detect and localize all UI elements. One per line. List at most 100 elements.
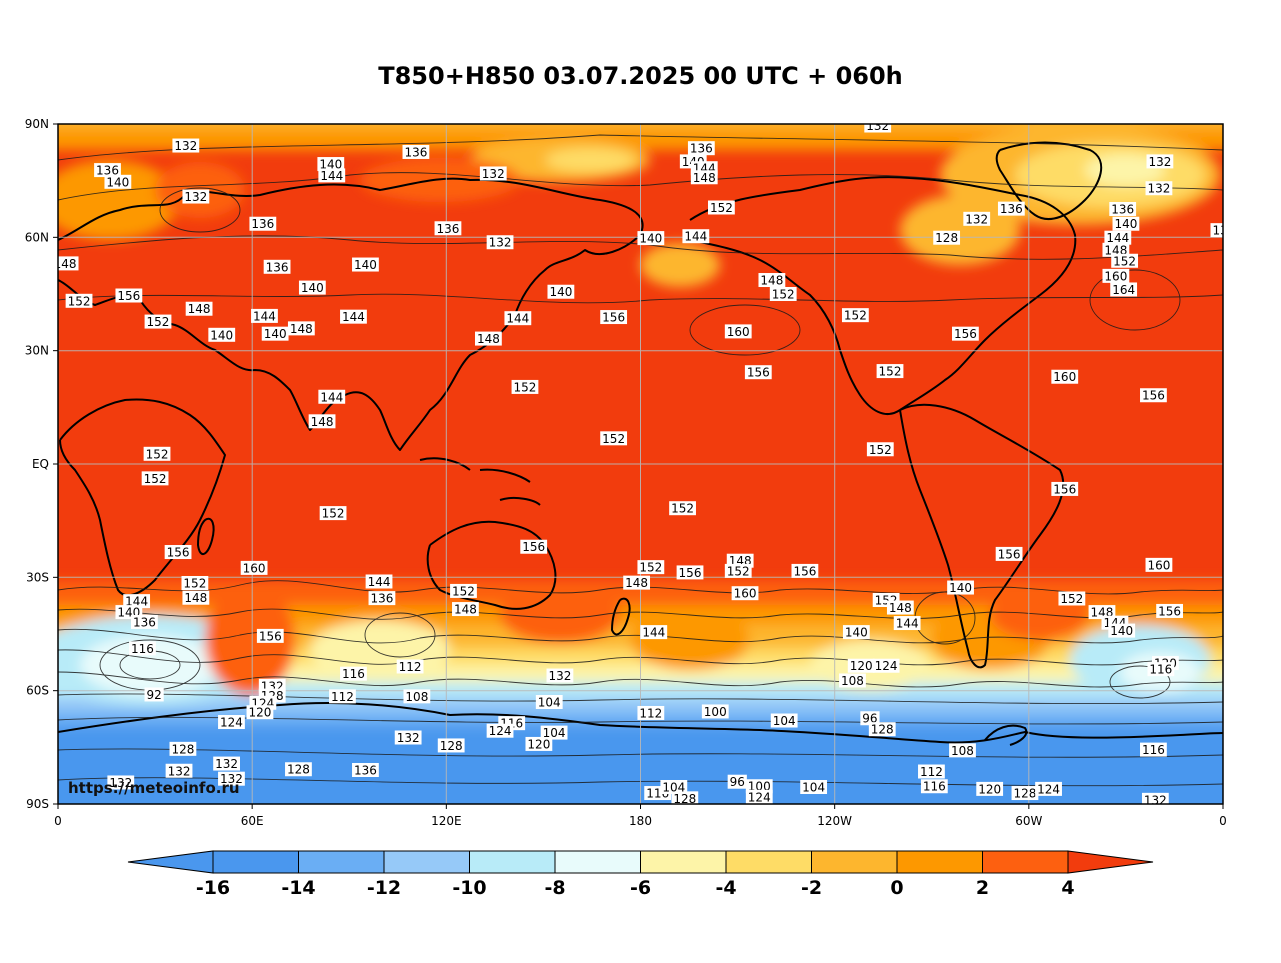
lon-tick-label: 0 bbox=[54, 814, 62, 828]
contour-label-text: 156 bbox=[117, 289, 140, 303]
contour-label-text: 116 bbox=[1142, 743, 1165, 757]
contour-label: 148 bbox=[475, 331, 502, 346]
contour-label: 148 bbox=[690, 170, 718, 185]
contour-label-text: 132 bbox=[168, 764, 191, 778]
lon-tick-label: 120W bbox=[817, 814, 852, 828]
contour-label-text: 140 bbox=[319, 158, 342, 172]
contour-label-text: 148 bbox=[184, 591, 207, 605]
colorbar-bin bbox=[469, 850, 556, 874]
contour-label: 96 bbox=[860, 711, 880, 726]
contour-label-text: 112 bbox=[920, 765, 943, 779]
lat-tick-label: 90S bbox=[26, 797, 49, 811]
contour-label-text: 112 bbox=[639, 706, 662, 720]
contour-label: 144 bbox=[893, 616, 921, 631]
contour-label: 112 bbox=[329, 689, 356, 704]
contour-label-text: 144 bbox=[320, 169, 343, 183]
contour-label: 152 bbox=[600, 431, 628, 446]
colorbar-bin bbox=[127, 850, 214, 874]
contour-label-text: 148 bbox=[188, 302, 211, 316]
watermark: https://meteoinfo.ru bbox=[68, 779, 240, 797]
contour-label: 140 bbox=[947, 580, 974, 595]
contour-label-text: 132 bbox=[174, 139, 197, 153]
contour-label: 132 bbox=[1146, 154, 1174, 169]
contour-label: 132 bbox=[394, 730, 422, 745]
contour-label: 160 bbox=[1102, 268, 1130, 283]
contour-label-text: 136 bbox=[690, 142, 713, 156]
contour-label-text: 152 bbox=[452, 584, 475, 598]
map-title: T850+H850 03.07.2025 00 UTC + 060h bbox=[378, 62, 903, 90]
contour-label-text: 136 bbox=[1000, 202, 1023, 216]
lon-tick-label: 60E bbox=[241, 814, 264, 828]
contour-label-text: 160 bbox=[1104, 269, 1127, 283]
contour-label: 108 bbox=[839, 673, 866, 688]
contour-label-text: 156 bbox=[1053, 482, 1076, 496]
contour-label-text: 156 bbox=[679, 566, 702, 580]
contour-label-text: 100 bbox=[704, 705, 727, 719]
contour-label: 136 bbox=[434, 221, 462, 236]
contour-label: 132 bbox=[213, 756, 241, 771]
contour-label: 152 bbox=[65, 293, 93, 308]
contour-label: 92 bbox=[144, 687, 164, 702]
contour-label-text: 112 bbox=[331, 690, 354, 704]
contour-label-text: 13 bbox=[1212, 224, 1227, 238]
contour-label-text: 132 bbox=[965, 212, 988, 226]
contour-label: 156 bbox=[256, 628, 284, 643]
contour-label-text: 124 bbox=[748, 790, 771, 804]
contour-label: 148 bbox=[287, 321, 315, 336]
contour-label: 124 bbox=[1035, 781, 1062, 796]
contour-label-text: 156 bbox=[167, 546, 190, 560]
contour-label-text: 148 bbox=[54, 257, 77, 271]
contour-label: 116 bbox=[129, 641, 156, 656]
contour-label: 128 bbox=[285, 762, 312, 777]
colorbar-bin bbox=[383, 850, 470, 874]
contour-label-text: 120 bbox=[527, 737, 550, 751]
contour-label-text: 152 bbox=[183, 577, 206, 591]
contour-label-text: 136 bbox=[436, 222, 459, 236]
contour-label-text: 104 bbox=[543, 726, 566, 740]
contour-label-text: 160 bbox=[727, 325, 750, 339]
contour-label: 140 bbox=[1108, 623, 1136, 638]
contour-label-text: 120 bbox=[850, 659, 873, 673]
contour-label-text: 132 bbox=[397, 731, 420, 745]
contour-label-text: 92 bbox=[146, 688, 161, 702]
contour-label: 144 bbox=[251, 308, 278, 323]
contour-label-text: 152 bbox=[772, 288, 795, 302]
contour-label: 152 bbox=[876, 364, 904, 379]
contour-label: 140 bbox=[104, 174, 132, 189]
colorbar-label: 0 bbox=[890, 877, 903, 899]
contour-label: 112 bbox=[637, 705, 665, 720]
contour-label: 136 bbox=[131, 614, 158, 629]
contour-label: 140 bbox=[637, 231, 665, 246]
contour-label: 96 bbox=[727, 774, 747, 789]
contour-label-text: 148 bbox=[693, 171, 716, 185]
contour-label: 140 bbox=[298, 280, 326, 295]
contour-label: 140 bbox=[547, 284, 575, 299]
contour-label: 124 bbox=[486, 723, 514, 738]
contour-label-text: 156 bbox=[602, 311, 625, 325]
contour-label: 108 bbox=[949, 743, 976, 758]
contour-label: 152 bbox=[1058, 591, 1086, 606]
contour-label: 136 bbox=[94, 163, 121, 178]
contour-label: 132 bbox=[486, 235, 514, 250]
contour-label-text: 148 bbox=[290, 322, 313, 336]
contour-label-text: 136 bbox=[133, 615, 156, 629]
contour-label: 152 bbox=[708, 200, 735, 215]
contour-label-text: 140 bbox=[301, 281, 324, 295]
colorbar-label: -6 bbox=[630, 877, 651, 899]
contour-label: 152 bbox=[511, 379, 539, 394]
contour-label: 136 bbox=[249, 216, 277, 231]
contour-label: 112 bbox=[918, 764, 945, 779]
contour-label: 128 bbox=[169, 741, 197, 756]
contour-label: 116 bbox=[1140, 742, 1167, 757]
contour-label-text: 144 bbox=[684, 230, 707, 244]
lat-tick-label: 30S bbox=[26, 570, 49, 584]
contour-label: 152 bbox=[319, 506, 347, 521]
contour-label: 148 bbox=[185, 301, 213, 316]
contour-label-text: 160 bbox=[1053, 370, 1076, 384]
contour-label: 160 bbox=[240, 560, 268, 575]
contour-label-text: 104 bbox=[662, 781, 685, 795]
contour-label: 152 bbox=[1111, 253, 1139, 268]
contour-label-text: 132 bbox=[109, 776, 132, 790]
contour-label-text: 120 bbox=[978, 782, 1001, 796]
